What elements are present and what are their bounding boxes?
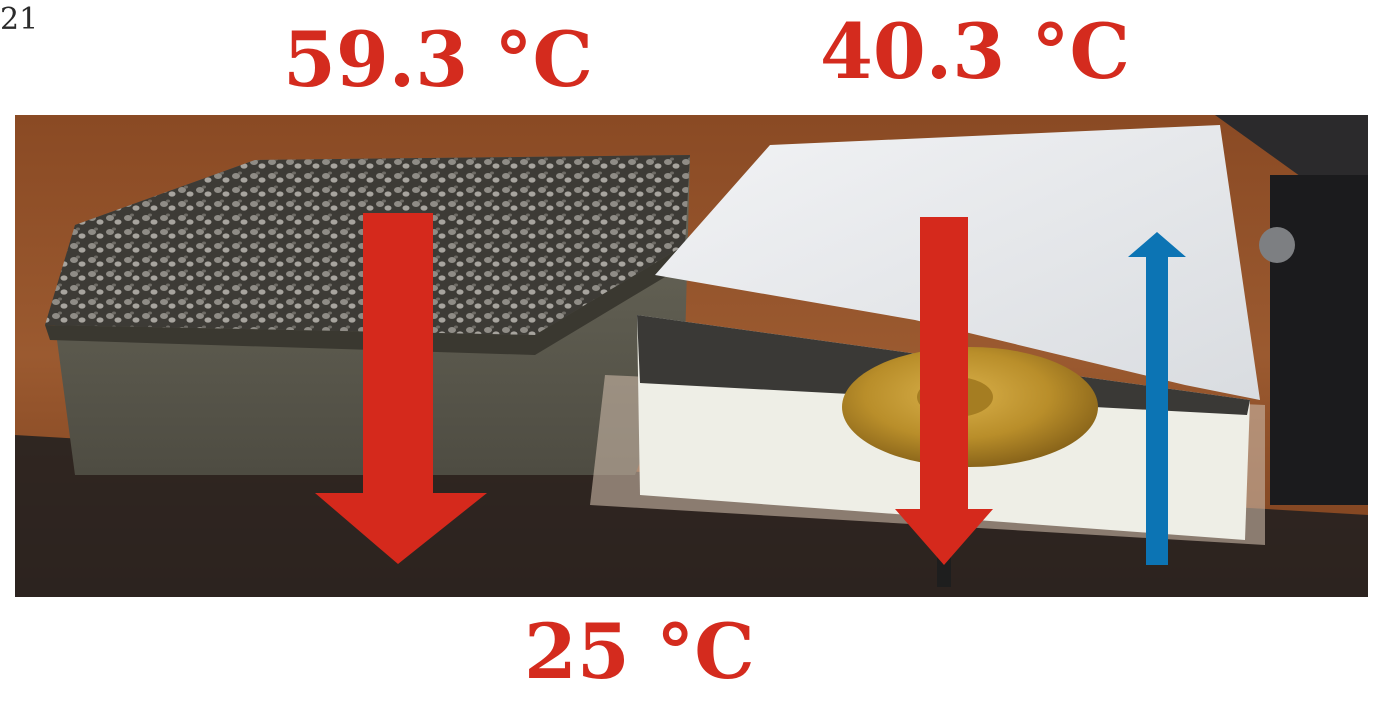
chair	[1270, 175, 1368, 505]
bottom-temperature: 25 °C	[524, 607, 755, 696]
page-number: 21	[0, 2, 39, 37]
left-sample-top-temperature: 59.3 °C	[283, 15, 594, 104]
table-shadow	[15, 435, 1368, 597]
right-sample-top-temperature: 40.3 °C	[820, 7, 1131, 96]
reflected-heat-arrow	[1128, 232, 1186, 565]
heat-flow-arrow-right	[895, 217, 993, 565]
heat-flow-arrow-left	[315, 213, 487, 564]
roof-samples-photo	[15, 115, 1368, 597]
chair-knob	[1259, 227, 1295, 263]
photo-scene	[15, 115, 1368, 597]
